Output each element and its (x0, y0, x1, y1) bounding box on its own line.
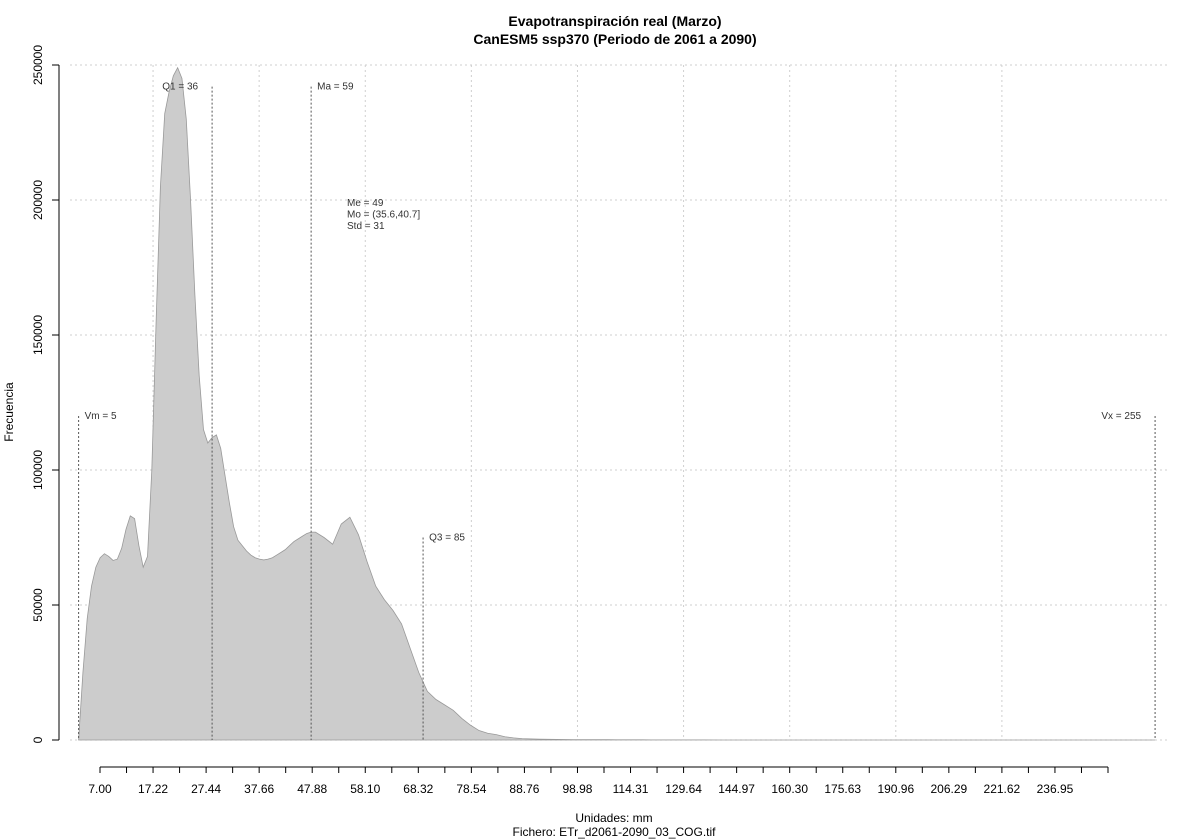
x-tick-label: 37.66 (244, 782, 274, 796)
x-tick-label: 58.10 (350, 782, 380, 796)
x-tick-label: 88.76 (509, 782, 539, 796)
footer-filename: Fichero: ETr_d2061-2090_03_COG.tif (513, 825, 717, 839)
x-tick-label: 17.22 (138, 782, 168, 796)
x-tick-label: 47.88 (297, 782, 327, 796)
x-tick-label: 221.62 (984, 782, 1021, 796)
frequency-area (78, 66, 1156, 741)
x-tick-label: 129.64 (665, 782, 702, 796)
x-tick-label: 175.63 (824, 782, 861, 796)
x-tick-label: 190.96 (877, 782, 914, 796)
chart-title: Evapotranspiración real (Marzo) (508, 13, 721, 29)
y-axis-label: Frecuencia (2, 382, 16, 442)
x-tick-label: 68.32 (403, 782, 433, 796)
marker-label: Q1 = 36 (162, 82, 198, 93)
x-tick-label: 206.29 (930, 782, 967, 796)
x-tick-label: 160.30 (771, 782, 808, 796)
marker-label: Vx = 255 (1101, 411, 1141, 422)
marker-label: Q3 = 85 (429, 533, 465, 544)
stats-line: Std = 31 (347, 221, 385, 232)
x-axis-label: Unidades: mm (575, 811, 652, 825)
y-tick-label: 200000 (31, 180, 45, 220)
x-tick-label: 98.98 (562, 782, 592, 796)
x-tick-label: 236.95 (1037, 782, 1074, 796)
chart-subtitle: CanESM5 ssp370 (Periodo de 2061 a 2090) (473, 31, 756, 47)
marker-label: Ma = 59 (317, 82, 354, 93)
y-tick-label: 50000 (31, 588, 45, 622)
y-axis: 0 50000 100000 150000 200000 250000 (31, 45, 60, 743)
x-tick-label: 7.00 (88, 782, 112, 796)
stats-line: Me = 49 (347, 198, 384, 209)
y-tick-label: 100000 (31, 450, 45, 490)
stats-line: Mo = (35.6,40.7] (347, 210, 420, 221)
x-tick-label: 114.31 (613, 782, 649, 796)
y-tick-label: 0 (31, 736, 45, 743)
y-tick-label: 150000 (31, 315, 45, 355)
x-tick-label: 78.54 (456, 782, 486, 796)
x-axis: 7.00 17.22 27.44 37.66 47.88 58.10 68.32 78.54 8… (88, 766, 1109, 796)
y-tick-label: 250000 (31, 45, 45, 85)
x-tick-label: 27.44 (191, 782, 221, 796)
x-tick-label: 144.97 (718, 782, 755, 796)
marker-layer: Vm = 5 Q1 = 36 Ma = 59 Q3 = 85 Vx = 255 (78, 82, 1156, 740)
marker-label: Vm = 5 (85, 411, 117, 422)
